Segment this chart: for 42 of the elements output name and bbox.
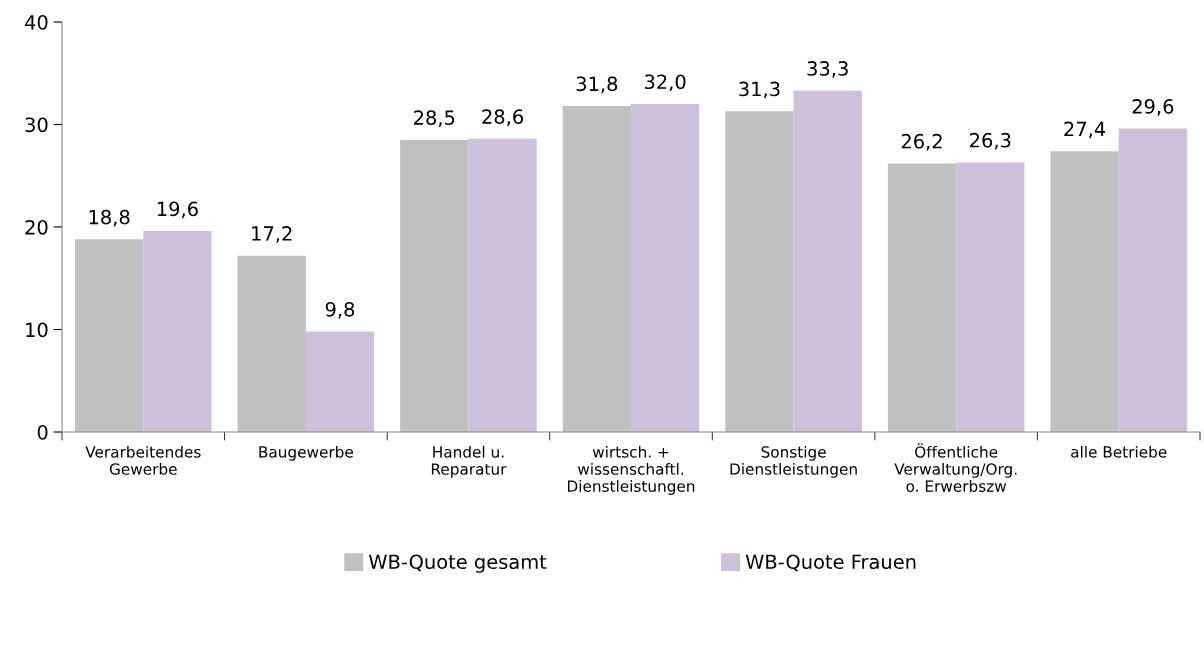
bar xyxy=(75,239,144,432)
x-tick-label: alle Betriebe xyxy=(1071,445,1167,458)
legend-label: WB-Quote gesamt xyxy=(368,554,547,573)
bar xyxy=(1118,128,1187,432)
data-label: 9,8 xyxy=(325,301,355,319)
bar xyxy=(956,162,1025,432)
y-tick-label: 30 xyxy=(25,117,48,133)
x-tick-label: Sonstige Dienstleistungen xyxy=(730,445,857,478)
data-label: 29,6 xyxy=(1132,99,1174,116)
data-label: 28,5 xyxy=(414,110,455,127)
data-label: 17,2 xyxy=(252,226,292,243)
data-label: 18,8 xyxy=(89,209,130,227)
bar xyxy=(725,111,794,432)
data-label: 26,3 xyxy=(970,132,1011,150)
bar xyxy=(562,106,631,432)
x-tick-label: Baugewerbe xyxy=(259,445,353,461)
y-tick-label: 0 xyxy=(37,424,48,440)
bar xyxy=(237,255,306,432)
legend-label: WB-Quote Frauen xyxy=(745,554,916,572)
x-tick-label: Verarbeitendes Gewerbe xyxy=(85,445,201,475)
bar xyxy=(887,163,957,432)
x-tick-label: wirtsch. + wissenschaftl. Dienstleistungen xyxy=(567,445,695,495)
data-label: 28,6 xyxy=(482,109,523,126)
y-tick-label: 20 xyxy=(25,219,48,235)
bar xyxy=(468,138,537,432)
x-tick-label: Handel u. Reparatur xyxy=(431,445,507,478)
data-label: 32,0 xyxy=(644,74,686,92)
data-label: 31,8 xyxy=(576,76,618,94)
bar xyxy=(143,231,212,432)
bar xyxy=(305,331,375,432)
x-tick-label: Öffentliche Verwaltung/Org. o. Erwerbszw xyxy=(894,443,1017,492)
bar xyxy=(1050,151,1119,432)
bar xyxy=(631,104,700,432)
data-label: 33,3 xyxy=(807,61,848,78)
data-label: 26,2 xyxy=(901,133,942,151)
data-label: 19,6 xyxy=(157,201,198,219)
bar xyxy=(400,139,469,432)
y-tick-label: 40 xyxy=(25,14,48,30)
y-tick-label: 10 xyxy=(26,322,48,338)
data-label: 27,4 xyxy=(1064,121,1106,139)
data-label: 31,3 xyxy=(739,81,780,99)
bar xyxy=(793,90,862,432)
